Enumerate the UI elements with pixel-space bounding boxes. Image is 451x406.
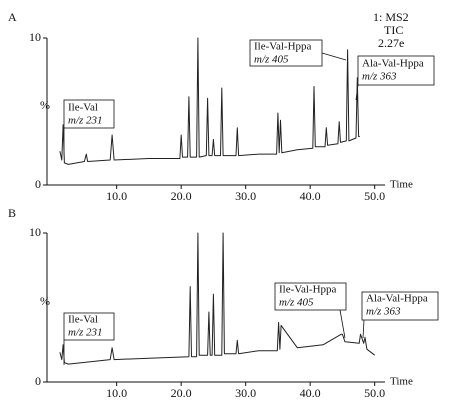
info-text: 2.27e [378,36,404,50]
panel-label: A [8,10,17,24]
annotation: Ile-Val-Hppa [279,284,337,296]
x-tick-label: 10.0 [106,386,127,400]
annotation-box [63,99,115,129]
callout [339,309,346,339]
y-axis-label: % [40,294,50,308]
annotation-box [249,39,323,67]
annotation: m/z 405 [254,54,289,66]
x-tick-label: 10.0 [106,189,127,203]
annotation: m/z 363 [362,71,397,83]
annotation-box [357,55,435,86]
x-tick-label: 20.0 [171,189,192,203]
annotation: Ala-Val-Hppa [362,58,424,70]
y-tick-label: 10 [29,30,41,44]
annotation: m/z 363 [366,306,401,318]
panel-label: B [8,206,16,220]
y-tick-label: 0 [35,374,41,388]
callout [362,319,365,339]
x-tick-label: 20.0 [171,386,192,400]
annotation: m/z 231 [68,115,103,127]
x-tick-label: 40.0 [300,189,321,203]
x-tick-label: 30.0 [235,386,256,400]
x-axis-label: Time [390,376,413,388]
x-axis-label: Time [390,179,413,191]
annotation-box [274,282,347,311]
trace [59,37,360,165]
info-text: 1: MS2 [373,10,409,24]
trace [59,232,376,365]
annotation: m/z 405 [279,297,314,309]
annotation-box [361,291,439,321]
annotation: Ile-Val [68,102,98,114]
x-tick-label: 50.0 [364,189,385,203]
annotation: Ile-Val [68,314,98,326]
y-tick-label: 10 [29,225,41,239]
y-tick-label: 0 [35,177,41,191]
callout [321,52,347,61]
y-axis-label: % [40,98,50,112]
info-text: TIC [384,23,403,37]
annotation: Ile-Val-Hppa [254,41,312,53]
x-tick-label: 40.0 [300,386,321,400]
annotation-box [63,312,115,341]
annotation: Ala-Val-Hppa [366,293,428,305]
x-tick-label: 50.0 [364,386,385,400]
x-tick-label: 30.0 [235,189,256,203]
annotation: m/z 231 [68,327,103,339]
